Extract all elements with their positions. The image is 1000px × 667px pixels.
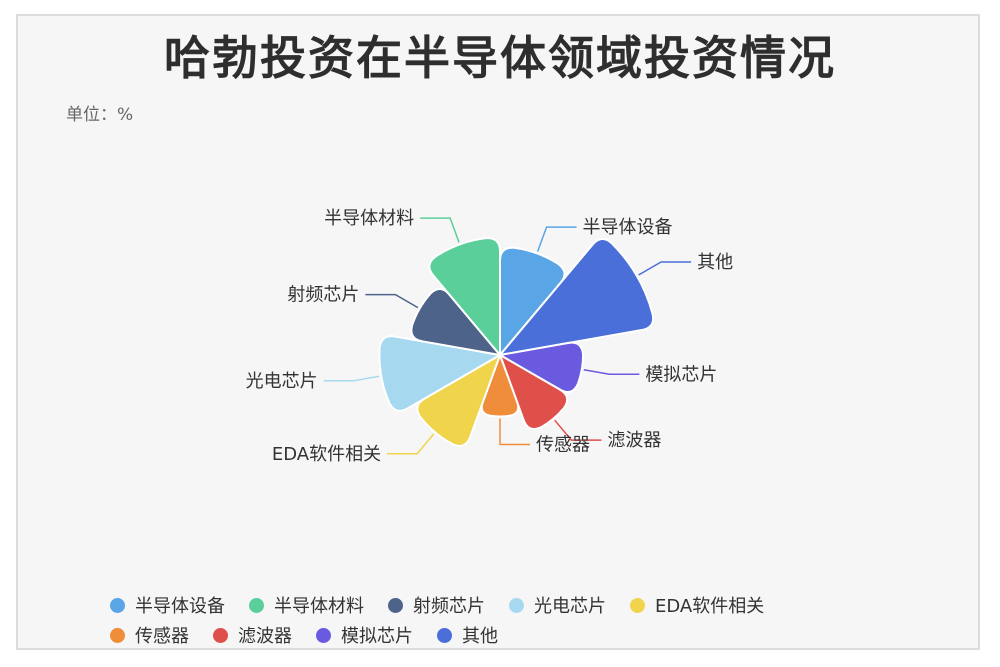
leader-line-3 [554, 419, 602, 441]
legend-dot-icon [110, 597, 125, 613]
slice-4 [480, 352, 520, 418]
slice-label-0: 半导体设备 [583, 217, 673, 238]
slice-6 [378, 335, 503, 412]
legend-item[interactable]: 传感器 [110, 622, 189, 648]
legend-dot-icon [249, 597, 264, 613]
legend-label: 光电芯片 [534, 596, 606, 617]
slice-label-2: 模拟芯片 [645, 364, 717, 385]
legend-item[interactable]: EDA软件相关 [630, 592, 764, 618]
legend-dot-icon [213, 627, 228, 643]
slice-label-5: EDA软件相关 [272, 444, 381, 465]
slice-label-1: 其他 [697, 252, 733, 273]
legend-label: 半导体设备 [135, 596, 225, 617]
slice-label-3: 滤波器 [607, 430, 661, 451]
legend-label: EDA软件相关 [655, 596, 765, 617]
legend-item[interactable]: 光电芯片 [509, 592, 606, 618]
leader-line-4 [499, 418, 530, 446]
slice-label-8: 半导体材料 [324, 208, 414, 229]
legend-item[interactable]: 半导体设备 [110, 592, 225, 618]
legend-dot-icon [509, 597, 524, 613]
legend-label: 滤波器 [238, 626, 292, 647]
leader-line-1 [638, 261, 692, 276]
legend-dot-icon [316, 627, 331, 643]
slice-2 [497, 341, 585, 394]
leader-line-0 [536, 226, 577, 252]
legend-item[interactable]: 模拟芯片 [316, 622, 413, 648]
legend-row: 半导体设备 半导体材料 射频芯片 光电芯片 EDA软件相关 [110, 590, 910, 620]
legend-label: 模拟芯片 [341, 626, 413, 647]
slice-3 [498, 352, 569, 430]
legend-label: 半导体材料 [274, 596, 364, 617]
leader-line-5 [387, 433, 435, 455]
chart-legend: 半导体设备 半导体材料 射频芯片 光电芯片 EDA软件相关传感器 滤波器 模拟芯片 其他 [110, 590, 910, 650]
leader-line-8 [420, 217, 460, 243]
chart-title: 哈勃投资在半导体领域投资情况 [164, 31, 836, 85]
legend-dot-icon [630, 597, 645, 613]
legend-dot-icon [388, 597, 403, 613]
slice-7 [410, 288, 503, 357]
slice-1 [497, 238, 655, 357]
slice-label-6: 光电芯片 [246, 371, 318, 392]
legend-item[interactable]: 滤波器 [213, 622, 292, 648]
legend-label: 传感器 [135, 626, 189, 647]
slice-label-7: 射频芯片 [287, 285, 359, 306]
legend-label: 射频芯片 [413, 596, 485, 617]
leader-line-6 [323, 375, 380, 382]
slice-8 [428, 237, 501, 358]
unit-label: 单位：% [66, 105, 134, 125]
legend-dot-icon [437, 627, 452, 643]
legend-item[interactable]: 其他 [437, 622, 498, 648]
legend-item[interactable]: 射频芯片 [388, 592, 485, 618]
legend-item[interactable]: 半导体材料 [249, 592, 364, 618]
leader-line-2 [583, 369, 640, 376]
slice-5 [416, 352, 502, 447]
legend-dot-icon [110, 627, 125, 643]
slice-label-4: 传感器 [536, 435, 590, 456]
leader-line-7 [365, 293, 419, 309]
legend-row: 传感器 滤波器 模拟芯片 其他 [110, 620, 910, 650]
slice-0 [499, 246, 566, 358]
legend-label: 其他 [462, 626, 498, 647]
